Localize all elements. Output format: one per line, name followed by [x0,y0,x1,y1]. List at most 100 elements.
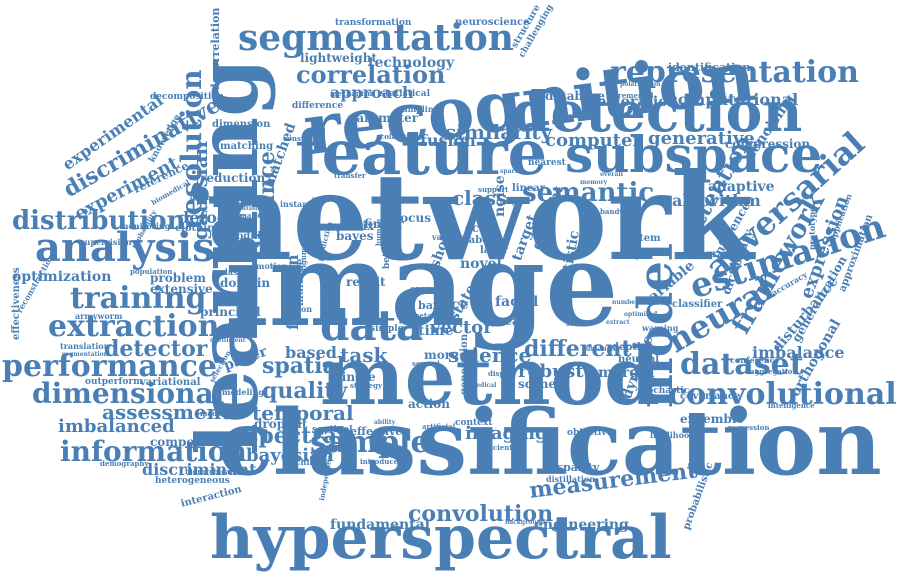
word-assessment: assessment [102,400,231,424]
word-technology: technology [368,55,455,71]
word-segmentation: segmentation [238,17,514,59]
word-spectral: spectral [246,423,346,449]
word-outperform: outperform [85,377,143,387]
word-pattern: pattern [312,194,346,204]
word-discriminant: discriminant [142,460,257,479]
word-convolution: convolution [408,501,554,527]
word-branch: branch [620,248,660,259]
word-score: score [430,311,452,320]
word-bandwidth: bandwidth [600,207,642,216]
word-stochastic: stochastic [638,386,690,396]
word-performance: performance [2,349,217,384]
word-layer: layer [480,245,508,256]
word-variational: variational [140,377,201,388]
word-collection: collection [380,132,419,141]
word-semantic: semantic [522,178,655,208]
word-region: region [283,304,313,314]
word-display: display [488,369,516,378]
word-adaptive: adaptive [708,179,775,195]
word-restoration: restoration [590,94,678,110]
word-generation: generation [459,333,470,395]
word-fusion: fusion [420,131,476,150]
word-multiple: multiple [295,258,306,306]
word-result: result [346,275,386,289]
word-feature: feature [295,116,548,189]
word-depth: depth [612,342,645,353]
word-classifier: classifier [672,299,723,310]
word-lightweight: lightweight [300,51,377,65]
word-bayes: bayes [336,229,374,243]
word-engineering: engineering [534,517,629,533]
word-clothing: clothing [175,223,222,234]
word-decomposition: decomposition [150,92,224,102]
word-overall: overall [600,171,623,178]
word-matrix: matrix [330,219,375,233]
word-objective: objective [567,428,613,438]
word-temporal: temporal [252,401,354,425]
word-human: human [374,218,383,246]
word-computational: computational [668,90,799,109]
word-conference: conference [730,355,780,365]
word-action: action [408,397,450,411]
word-meta: meta [412,311,432,320]
word-detector: detector [104,336,208,362]
word-training: training [70,281,207,316]
word-margin: margin [598,365,655,381]
word-demography: demography [100,459,149,468]
word-effective: effective [350,425,403,438]
word-neuroscience: neuroscience [455,17,530,28]
word-based: based [285,343,337,362]
word-fundamental: fundamental [330,517,430,533]
word-decorrelation: decorrelation [209,7,222,91]
word-analysis: analysis [35,224,215,271]
word-warping: warping [642,323,679,333]
word-constrain: constrain [283,134,321,143]
word-strategy: strategy [350,381,383,390]
word-monitoring: monitoring [120,221,171,231]
word-machine: machine [282,457,321,467]
word-level: level [403,333,422,342]
word-detection: detection [512,79,803,144]
word-transformation: transformation [335,18,412,28]
word-imbalance: imbalance [752,343,845,362]
word-distortion: distortion [238,199,277,208]
word-disparity: disparity [545,461,600,474]
word-armyworm: armyworm [75,311,123,321]
word-better: better [382,238,392,269]
word-likelihood: likelihood [650,430,695,440]
word-principal: principal [200,305,261,319]
word-context: context [455,418,493,428]
word-dataset: dataset [680,347,804,382]
word-artificial: artificial [422,422,456,431]
word-component: component [150,435,226,449]
word-optimized: optimized [624,311,658,318]
word-spatial: spatial [262,353,346,379]
word-correlation: correlation [296,60,446,89]
word-optimization: optimization [12,269,112,285]
word-method: method [320,329,660,423]
word-vector: vector [430,317,493,338]
word-quality: quality [262,378,348,404]
word-data: data [320,301,424,350]
word-sampling: sampling [398,104,440,114]
word-network: network [205,147,754,288]
word-novel: novel [460,256,502,272]
word-sample: sample [310,425,430,460]
word-representation: representation [610,55,859,90]
word-computer: computer [545,130,642,151]
word-linear: linear [512,183,545,194]
word-number: number [612,299,639,306]
word-parameter: parameter [348,111,419,125]
word-introduce: introduce [360,457,399,466]
word-evolution: evolution [228,205,260,212]
word-robust: robust [518,361,584,382]
word-segmentation2: segmentation [62,351,108,358]
word-memory: memory [580,179,608,186]
word-sparse: sparse [500,168,522,175]
word-existing: existing [440,135,467,142]
word-classes: classes [220,267,252,277]
word-band: band [418,299,449,312]
word-convolutional: convolutional [668,377,897,412]
word-classification: classification [218,390,882,496]
word-crop: crop [410,285,433,295]
